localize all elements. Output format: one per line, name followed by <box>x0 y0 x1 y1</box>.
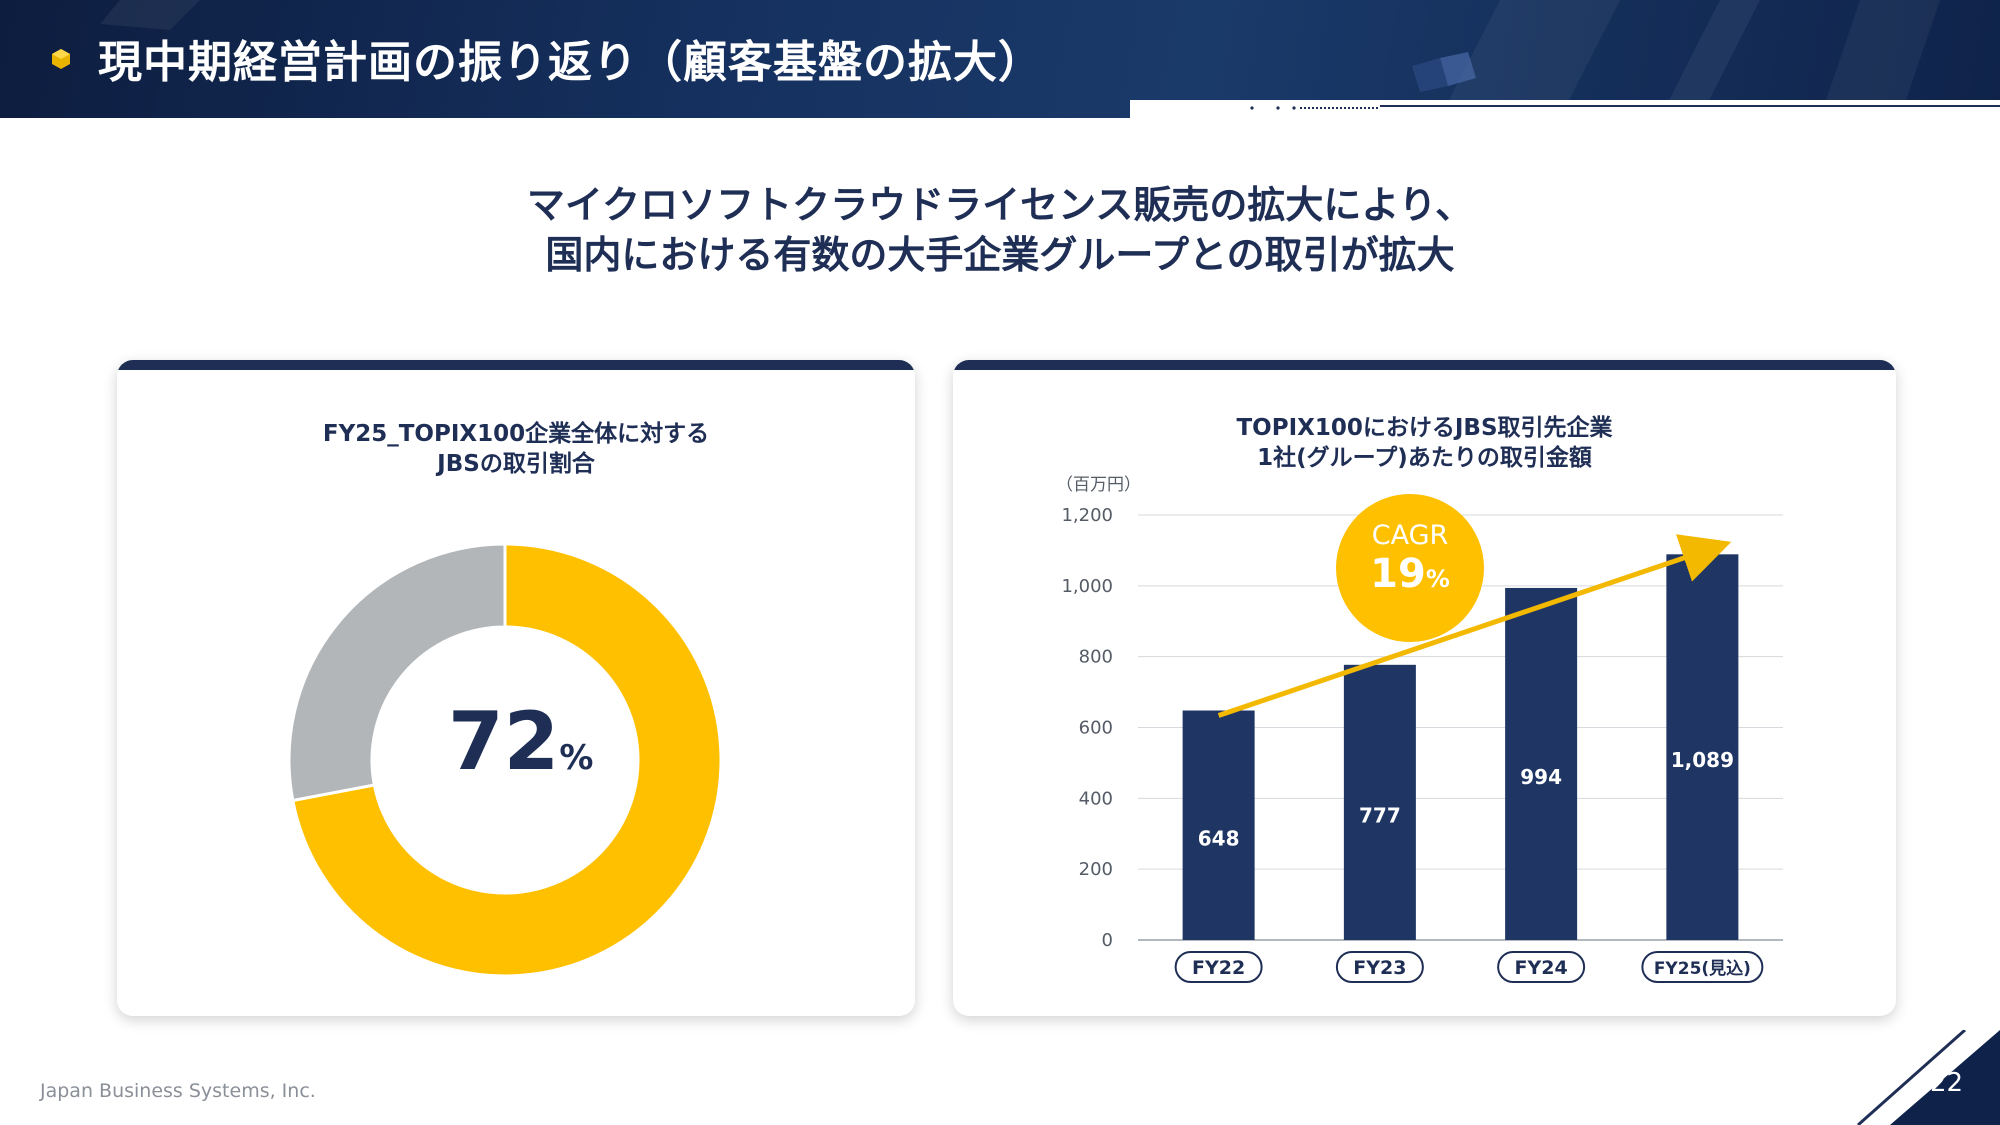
bar-value-label: 648 <box>1198 826 1240 850</box>
donut-title-line-1: FY25_TOPIX100企業全体に対する <box>322 421 710 447</box>
y-tick-label: 1,200 <box>1061 505 1113 526</box>
footer-company-name: Japan Business Systems, Inc. <box>40 1080 316 1102</box>
y-axis-unit-label: （百万円） <box>1056 475 1141 495</box>
bar-fy24 <box>1505 587 1578 940</box>
x-category-pill <box>1174 951 1263 983</box>
x-category-pill <box>1641 951 1764 983</box>
donut-slice-other <box>287 542 507 803</box>
headline-line-1: マイクロソフトクラウドライセンス販売の拡大により、 <box>526 183 1474 227</box>
bar-title-line-1: TOPIX100におけるJBS取引先企業 <box>1236 415 1613 441</box>
bar-fy22 <box>1182 710 1255 940</box>
page-number: 22 <box>1930 1068 1964 1098</box>
card-top-bar <box>953 360 1896 370</box>
x-tick-label: FY25(見込) <box>1654 959 1751 979</box>
y-tick-label: 800 <box>1079 647 1113 668</box>
headline-line-2: 国内における有数の大手企業グループとの取引が拡大 <box>545 233 1455 277</box>
x-category-pill <box>1335 951 1424 983</box>
bar-chart-card: TOPIX100におけるJBS取引先企業 1社(グループ)あたりの取引金額 （百… <box>953 360 1896 1016</box>
donut-title-line-2: JBSの取引割合 <box>437 451 595 477</box>
cagr-badge <box>1336 494 1484 642</box>
bar-chart: 0 200 400 600 800 1,000 1,200 648 777 994 1,089 F… <box>1061 494 1783 983</box>
card-top-bar <box>117 360 915 370</box>
header-accent-lines <box>1140 100 2000 116</box>
bar-fy23 <box>1343 664 1416 940</box>
x-tick-label: FY23 <box>1353 957 1406 979</box>
bar-value-label: 1,089 <box>1671 748 1734 772</box>
bar-title-line-2: 1社(グループ)あたりの取引金額 <box>1257 445 1592 471</box>
bar-fy25 <box>1666 554 1739 940</box>
bar-value-label: 777 <box>1359 803 1401 827</box>
x-tick-label: FY24 <box>1515 957 1568 979</box>
bar-value-label: 994 <box>1520 765 1562 789</box>
y-tick-label: 600 <box>1079 718 1113 739</box>
x-category-pill <box>1497 951 1586 983</box>
header-cutout <box>1130 100 2000 118</box>
hexagon-bullet-icon <box>52 49 70 69</box>
y-tick-label: 0 <box>1102 930 1113 951</box>
x-tick-label: FY22 <box>1192 957 1245 979</box>
donut-chart <box>287 542 723 978</box>
donut-slice-jbs <box>291 542 723 978</box>
header-banner: 現中期経営計画の振り返り（顧客基盤の拡大） <box>0 0 2000 118</box>
y-tick-label: 400 <box>1079 788 1113 809</box>
corner-decoration <box>1857 1030 2000 1125</box>
y-tick-label: 200 <box>1079 859 1113 880</box>
trend-arrow <box>1217 534 1732 718</box>
donut-card: FY25_TOPIX100企業全体に対する JBSの取引割合 72% <box>117 360 915 1016</box>
header-decoration <box>100 0 1940 118</box>
y-tick-label: 1,000 <box>1061 576 1113 597</box>
page-title: 現中期経営計画の振り返り（顧客基盤の拡大） <box>98 37 1043 88</box>
